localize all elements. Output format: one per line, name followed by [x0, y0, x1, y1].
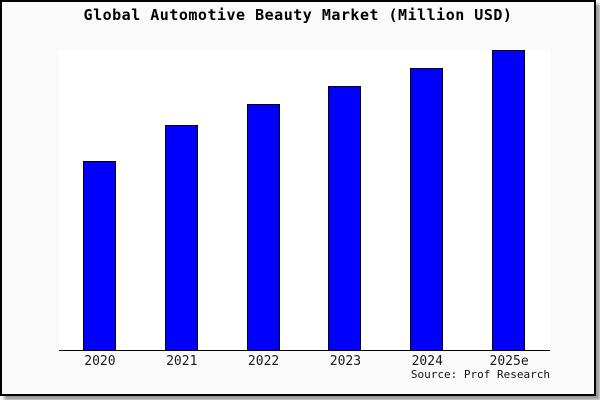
bar-2024: [410, 68, 443, 350]
x-tick-label: 2021: [166, 354, 198, 369]
x-tick-label: 2022: [247, 354, 280, 369]
bar-2025e: [492, 50, 525, 350]
bar-2021: [165, 125, 198, 350]
source-note: Source: Prof Research: [410, 368, 550, 381]
chart-title: Global Automotive Beauty Market (Million…: [83, 6, 513, 24]
x-axis-labels: 2020 2021 2022 2023 2024 2025e: [59, 354, 550, 370]
x-tick-label: 2020: [84, 354, 116, 369]
bar-2020: [83, 161, 116, 350]
x-tick-label: 2024: [411, 354, 443, 369]
bar-2023: [328, 86, 361, 350]
x-tick-label: 2025e: [489, 354, 529, 369]
plot-area: [59, 49, 550, 351]
x-tick-label: 2023: [329, 354, 362, 369]
bar-2022: [247, 104, 280, 350]
